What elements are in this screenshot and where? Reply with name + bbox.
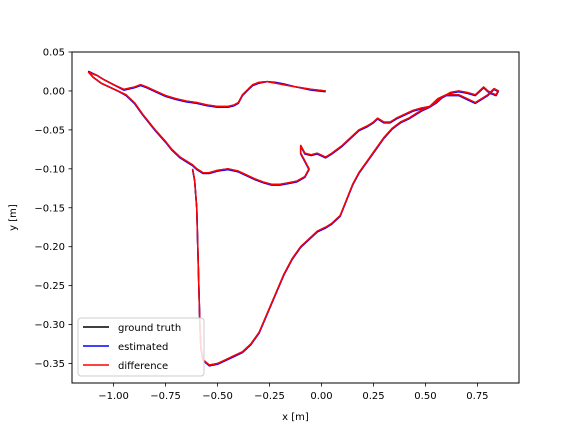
x-axis-ticks: −1.00 −0.75 −0.50 −0.25 0.00 0.25 0.50 0.75: [98, 383, 489, 402]
x-tick-label: 0.50: [414, 391, 436, 402]
y-tick-label: 0.00: [43, 86, 65, 97]
y-tick-label: −0.05: [34, 125, 65, 136]
series-line-difference: [87, 71, 499, 366]
y-tick-label: −0.15: [34, 203, 65, 214]
x-tick-label: −1.00: [98, 391, 129, 402]
legend-label-difference: difference: [118, 361, 168, 372]
y-tick-label: −0.30: [34, 320, 65, 331]
legend-label-estimated: estimated: [118, 342, 168, 353]
x-tick-label: −0.75: [150, 391, 181, 402]
legend-label-ground-truth: ground truth: [118, 323, 181, 334]
x-tick-label: −0.50: [202, 391, 233, 402]
y-axis-ticks: 0.05 0.00 −0.05 −0.10 −0.15 −0.20 −0.25 −0.30 −0…: [34, 48, 72, 370]
plot-frame: [71, 51, 520, 384]
x-tick-label: −0.25: [254, 391, 285, 402]
legend: ground truth estimated difference: [77, 317, 205, 377]
x-axis-label: x [m]: [282, 412, 309, 423]
series-layer: [87, 70, 499, 367]
x-tick-label: 0.75: [466, 391, 488, 402]
x-tick-label: 0.25: [362, 391, 384, 402]
y-axis-label: y [m]: [8, 204, 19, 231]
y-tick-label: 0.05: [43, 48, 65, 59]
y-tick-label: −0.20: [34, 242, 65, 253]
y-tick-label: −0.25: [34, 281, 65, 292]
y-tick-label: −0.10: [34, 164, 65, 175]
legend-box: [77, 317, 205, 377]
x-tick-label: 0.00: [310, 391, 332, 402]
y-tick-label: −0.35: [34, 359, 65, 370]
